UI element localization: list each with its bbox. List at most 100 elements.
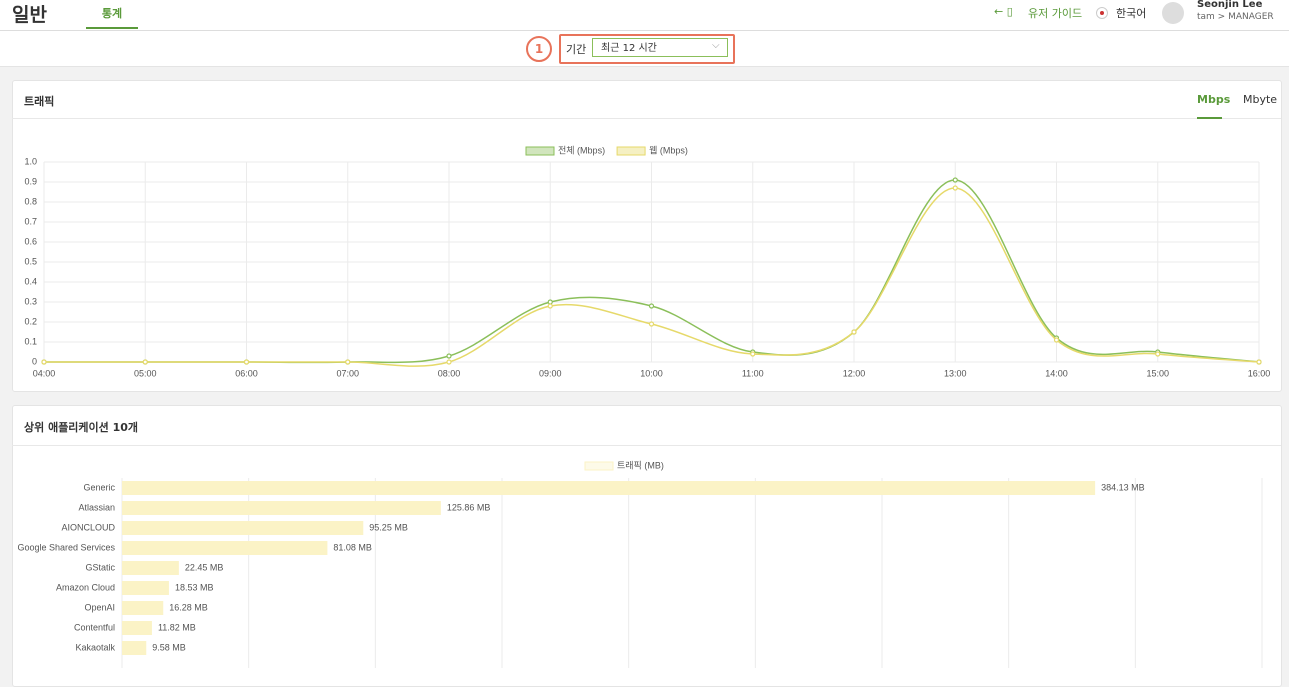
x-tick-label: 08:00: [438, 368, 461, 378]
bar: [122, 521, 364, 535]
y-tick-label: AIONCLOUD: [61, 522, 115, 532]
y-tick-label: OpenAI: [84, 602, 115, 612]
point: [1256, 359, 1262, 365]
bar: [122, 621, 152, 635]
value-label: 384.13 MB: [1101, 482, 1145, 492]
page-title: 일반: [12, 4, 47, 26]
point: [648, 321, 655, 327]
card-title: 상위 애플리케이션 10개: [24, 421, 139, 434]
value-label: 22.45 MB: [185, 562, 224, 572]
x-tick-label: 05:00: [134, 368, 157, 378]
y-tick-label: Google Shared Services: [17, 542, 115, 552]
value-label: 125.86 MB: [447, 502, 491, 512]
y-tick-label: 0.6: [24, 236, 37, 246]
point: [952, 185, 958, 191]
top-bar: [0, 0, 1289, 31]
user-name: Seonjin Lee: [1197, 0, 1263, 10]
y-tick-label: 0.8: [24, 196, 37, 206]
legend-swatch: [584, 461, 614, 471]
point: [547, 299, 553, 305]
y-tick-label: 0: [32, 356, 37, 366]
period-select[interactable]: 최근 12 시간: [592, 38, 728, 57]
y-tick-label: Kakaotalk: [75, 642, 115, 652]
y-tick-label: 0.3: [24, 296, 37, 306]
unit-tab[interactable]: Mbps: [1197, 93, 1230, 119]
card-title: 트래픽: [24, 95, 55, 108]
point: [750, 351, 756, 357]
y-tick-label: Amazon Cloud: [56, 582, 115, 592]
point: [1053, 337, 1060, 343]
bar: [122, 481, 1096, 495]
divider: [12, 445, 1281, 446]
value-label: 16.28 MB: [169, 602, 208, 612]
point: [547, 303, 553, 309]
guide-icon: ← ▯: [994, 5, 1013, 18]
point: [952, 177, 958, 183]
traffic-card: [12, 80, 1282, 392]
tab[interactable]: 통계: [86, 5, 138, 29]
avatar[interactable]: [1162, 2, 1184, 24]
x-tick-label: 09:00: [539, 368, 562, 378]
point: [446, 359, 452, 365]
legend-label: 웹 (Mbps): [649, 145, 688, 155]
point: [243, 359, 250, 365]
y-tick-label: 0.1: [24, 336, 37, 346]
x-tick-label: 12:00: [843, 368, 866, 378]
x-tick-label: 16:00: [1248, 368, 1271, 378]
x-tick-label: 10:00: [640, 368, 663, 378]
y-tick-label: 0.2: [24, 316, 37, 326]
y-tick-label: Atlassian: [78, 502, 115, 512]
flag: [1096, 7, 1108, 19]
flag-dot: [1100, 11, 1104, 15]
select-arrow: ⌵: [712, 40, 720, 51]
x-tick-label: 15:00: [1146, 368, 1169, 378]
y-tick-label: Contentful: [74, 622, 115, 632]
filter-bar: [0, 31, 1289, 67]
y-tick-label: GStatic: [85, 562, 115, 572]
y-tick-label: 0.9: [24, 176, 37, 186]
x-tick-label: 04:00: [33, 368, 56, 378]
value-label: 11.82 MB: [158, 622, 196, 632]
guide-link[interactable]: 유저 가이드: [1028, 7, 1083, 20]
legend-label: 트래픽 (MB): [617, 460, 664, 470]
point: [446, 353, 452, 359]
divider: [12, 118, 1281, 119]
x-tick-label: 13:00: [944, 368, 967, 378]
x-tick-label: 06:00: [235, 368, 258, 378]
unit-tab[interactable]: Mbyte: [1243, 93, 1278, 106]
point: [142, 359, 148, 365]
bar: [122, 541, 328, 555]
point: [851, 329, 857, 335]
bar: [122, 501, 441, 515]
x-tick-label: 07:00: [336, 368, 359, 378]
point: [1155, 351, 1161, 357]
legend-swatch: [616, 146, 646, 156]
language[interactable]: 한국어: [1116, 7, 1147, 20]
user-path: tam > MANAGER: [1197, 12, 1274, 22]
y-tick-label: 0.5: [24, 256, 37, 266]
point: [41, 359, 47, 365]
filter-label: 기간: [566, 43, 587, 56]
y-tick-label: 0.4: [24, 276, 37, 286]
bar: [122, 601, 164, 615]
value-label: 95.25 MB: [369, 522, 408, 532]
x-tick-label: 11:00: [742, 368, 764, 378]
line: [43, 187, 1260, 367]
legend-swatch: [525, 146, 555, 156]
x-tick-label: 14:00: [1045, 368, 1068, 378]
highlight-box: [559, 34, 735, 64]
value-label: 9.58 MB: [152, 642, 186, 652]
y-tick-label: Generic: [83, 482, 115, 492]
bar: [122, 561, 179, 575]
point: [345, 359, 351, 365]
point: [648, 303, 655, 309]
y-tick-label: 1.0: [24, 156, 37, 166]
y-tick-label: 0.7: [24, 216, 37, 226]
legend-label: 전체 (Mbps): [558, 145, 605, 155]
bar: [122, 641, 147, 655]
value-label: 81.08 MB: [333, 542, 372, 552]
value-label: 18.53 MB: [175, 582, 214, 592]
charts: 0 0.1 0.2 0.3 0.4 0.5 0.6 0.7 0.8 0.9 1.0 04:00 05:0…: [17, 145, 1271, 668]
bar: [122, 581, 169, 595]
